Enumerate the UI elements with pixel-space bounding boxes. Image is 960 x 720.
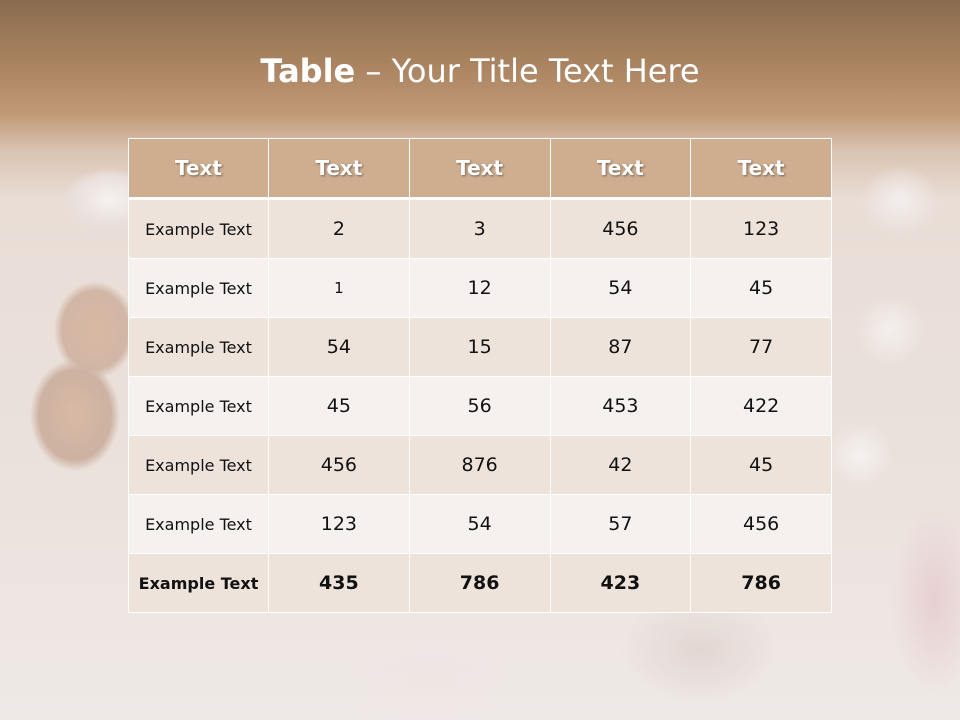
table-cell: 54 xyxy=(549,258,692,318)
table-cell: 45 xyxy=(690,435,832,495)
table-cell: 15 xyxy=(408,317,551,377)
table-row: Example Text 456 876 42 45 xyxy=(128,435,832,495)
table-cell: 2 xyxy=(268,198,410,259)
table-cell: 435 xyxy=(268,553,410,613)
table-cell: 87 xyxy=(549,317,692,377)
title-bold: Table xyxy=(260,52,356,90)
table-cell: 45 xyxy=(690,258,832,318)
column-header: Text xyxy=(268,138,410,199)
table-cell: 453 xyxy=(549,376,692,436)
row-label: Example Text xyxy=(128,435,269,495)
column-header: Text xyxy=(408,138,551,199)
table-row: Example Text 123 54 57 456 xyxy=(128,494,832,554)
column-header: Text xyxy=(128,138,269,199)
table-cell: 57 xyxy=(549,494,692,554)
table-cell: 1 xyxy=(268,258,410,318)
table-cell: 423 xyxy=(549,553,692,613)
total-row: Example Text 435 786 423 786 xyxy=(128,553,832,613)
table-cell: 456 xyxy=(268,435,410,495)
row-label: Example Text xyxy=(128,198,269,259)
row-label: Example Text xyxy=(128,376,269,436)
data-table: Text Text Text Text Text Example Text 2 3 456 12… xyxy=(128,138,832,613)
table-row: Example Text 2 3 456 123 xyxy=(128,198,832,259)
slide-title: Table – Your Title Text Here xyxy=(0,52,960,90)
column-header: Text xyxy=(690,138,832,199)
table-row: Example Text 1 12 54 45 xyxy=(128,258,832,318)
table-cell: 456 xyxy=(690,494,832,554)
table-cell: 456 xyxy=(549,198,692,259)
row-label: Example Text xyxy=(128,317,269,377)
table-cell: 54 xyxy=(408,494,551,554)
table-cell: 42 xyxy=(549,435,692,495)
table-cell: 45 xyxy=(268,376,410,436)
table-cell: 422 xyxy=(690,376,832,436)
row-label: Example Text xyxy=(128,553,269,613)
table-cell: 54 xyxy=(268,317,410,377)
header-row: Text Text Text Text Text xyxy=(128,138,832,199)
table-cell: 786 xyxy=(690,553,832,613)
table-row: Example Text 45 56 453 422 xyxy=(128,376,832,436)
table-cell: 3 xyxy=(408,198,551,259)
table-cell: 12 xyxy=(408,258,551,318)
table-cell: 876 xyxy=(408,435,551,495)
row-label: Example Text xyxy=(128,494,269,554)
table-row: Example Text 54 15 87 77 xyxy=(128,317,832,377)
table-cell: 56 xyxy=(408,376,551,436)
table-cell: 123 xyxy=(690,198,832,259)
row-label: Example Text xyxy=(128,258,269,318)
table-cell: 123 xyxy=(268,494,410,554)
table-cell: 786 xyxy=(408,553,551,613)
title-rest: – Your Title Text Here xyxy=(355,52,700,90)
column-header: Text xyxy=(549,138,692,199)
table-cell: 77 xyxy=(690,317,832,377)
